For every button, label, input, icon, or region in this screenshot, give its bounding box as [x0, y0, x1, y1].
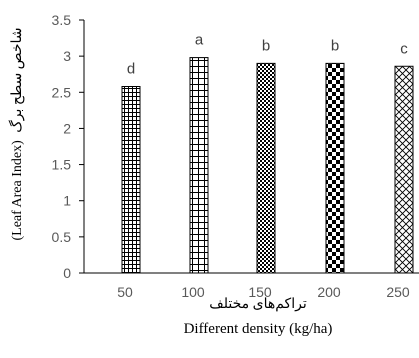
x-tick-label-250: 250: [386, 284, 410, 300]
x-axis-title: Different density (kg/ha): [184, 321, 333, 337]
data-label-50: d: [127, 61, 135, 78]
bar-150: [256, 62, 276, 274]
y-tick-label: 0.5: [52, 229, 72, 245]
y-tick-label: 0: [63, 265, 71, 281]
y-axis-title-english: (Leaf Area Index): [10, 140, 25, 241]
x-tick-label-50: 50: [117, 284, 133, 300]
bar-100: [189, 57, 209, 274]
y-tick-label: 2.5: [52, 84, 72, 100]
y-tick-label: 1: [63, 193, 71, 209]
y-tick-label: 3.5: [52, 12, 72, 28]
data-label-250: c: [400, 40, 408, 57]
x-tick-label-150: 150: [248, 284, 272, 300]
x-axis-title-persian: تراکم‌های مختلف: [209, 297, 307, 312]
y-tick-label: 3: [63, 48, 71, 64]
data-label-200: b: [331, 37, 339, 54]
data-label-100: a: [195, 32, 204, 49]
bar-250: [394, 65, 414, 274]
y-axis-title-persian: شاخص سطح برگ: [8, 28, 25, 133]
x-tick-label-200: 200: [317, 284, 341, 300]
y-axis-title: (Leaf Area Index) شاخص سطح برگ: [8, 28, 25, 241]
bar-200: [325, 62, 345, 274]
bar-50: [121, 86, 141, 274]
y-tick-label: 1.5: [52, 157, 72, 173]
x-tick-label-100: 100: [181, 284, 205, 300]
data-label-150: b: [262, 37, 270, 54]
y-tick-label: 2: [63, 120, 71, 136]
